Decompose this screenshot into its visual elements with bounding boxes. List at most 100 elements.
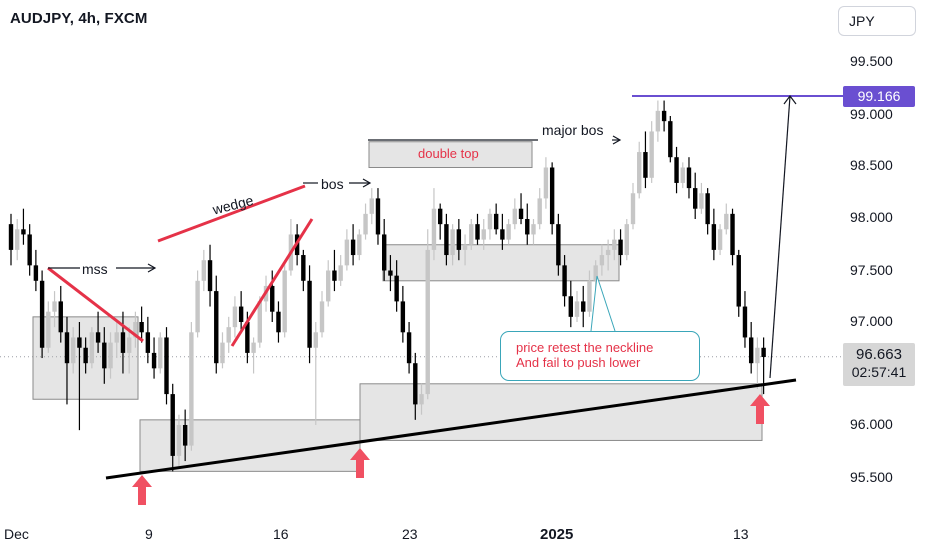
candle-body xyxy=(39,280,45,348)
candle-body xyxy=(630,193,636,225)
candle-body xyxy=(568,296,573,317)
candle xyxy=(450,224,455,266)
candle-body xyxy=(649,131,654,178)
candle xyxy=(102,327,107,384)
candle xyxy=(693,172,698,219)
major-bos-label[interactable]: major bos xyxy=(542,122,604,138)
candle xyxy=(643,131,648,189)
candle xyxy=(612,229,617,261)
candle xyxy=(717,224,723,256)
candle-body xyxy=(120,332,126,353)
candle xyxy=(649,121,654,183)
candle xyxy=(338,255,343,286)
candle xyxy=(276,301,281,343)
demand-zone-1 xyxy=(139,419,361,472)
candle-body xyxy=(313,332,318,348)
callout-box[interactable]: price retest the neckline And fail to pu… xyxy=(500,331,700,381)
candle-body xyxy=(587,280,592,312)
candle-body xyxy=(350,239,356,256)
candle-body xyxy=(475,224,480,240)
neckline-zone xyxy=(382,244,620,282)
candle xyxy=(313,322,318,425)
candle-body xyxy=(195,280,200,333)
candle xyxy=(133,311,138,348)
candle-body xyxy=(114,332,119,343)
candle-body xyxy=(450,229,455,256)
ascending-trendline xyxy=(105,378,797,480)
candle xyxy=(456,219,462,261)
callout-pointer xyxy=(590,275,616,332)
candle xyxy=(257,296,262,348)
bos-label[interactable]: bos xyxy=(321,176,344,192)
mss-line-head xyxy=(147,263,157,273)
candle-body xyxy=(170,394,175,456)
candle-body xyxy=(71,337,76,364)
candle xyxy=(624,219,629,261)
candle xyxy=(83,337,88,374)
candle-body xyxy=(724,213,729,230)
price-tick: 99.500 xyxy=(850,53,893,69)
candle xyxy=(574,291,580,322)
candle-body xyxy=(232,306,238,328)
candle xyxy=(114,322,119,359)
candle xyxy=(618,229,623,266)
candle-body xyxy=(574,301,580,317)
candle-body xyxy=(145,332,151,353)
candle xyxy=(350,224,356,266)
bos-line-head xyxy=(362,178,372,188)
candle xyxy=(189,322,194,451)
candle xyxy=(655,100,661,142)
candle-body xyxy=(680,167,685,183)
symbol-title[interactable]: AUDJPY, 4h, FXCM xyxy=(10,10,148,27)
candle-body xyxy=(549,167,555,225)
candle-body xyxy=(58,301,63,333)
candle xyxy=(232,296,238,338)
candle xyxy=(120,311,126,374)
currency-selector[interactable]: JPY xyxy=(838,6,916,36)
candle xyxy=(705,188,710,235)
candle-body xyxy=(618,239,623,256)
candle xyxy=(15,219,20,261)
candle xyxy=(630,182,636,230)
candle-body xyxy=(21,229,26,235)
candle-body xyxy=(699,193,704,209)
current-price-badge[interactable]: 96.663 02:57:41 xyxy=(843,343,915,386)
target-price-badge[interactable]: 99.166 xyxy=(843,86,915,107)
candle-body xyxy=(238,306,244,322)
current-price: 96.663 xyxy=(856,346,902,363)
candle xyxy=(270,270,275,322)
mss-label[interactable]: mss xyxy=(82,261,108,277)
candle-body xyxy=(637,152,642,194)
candle-body xyxy=(164,337,169,395)
double-top-label[interactable]: double top xyxy=(418,146,479,161)
candle-body xyxy=(730,213,735,256)
candle xyxy=(599,244,605,276)
double-top-zone xyxy=(368,141,533,168)
candle-body xyxy=(655,110,661,132)
candle xyxy=(637,141,642,199)
candle xyxy=(8,213,14,266)
candle-body xyxy=(382,234,387,271)
candle xyxy=(711,208,717,261)
candle xyxy=(151,337,157,379)
time-tick: 23 xyxy=(402,526,418,542)
candle-body xyxy=(487,213,493,230)
time-tick: 13 xyxy=(733,526,749,542)
candle xyxy=(238,291,244,333)
candle xyxy=(363,203,368,240)
candle-body xyxy=(481,229,486,240)
candle xyxy=(525,203,530,245)
candle-body xyxy=(276,311,281,333)
candle-body xyxy=(525,219,530,235)
candle-body xyxy=(77,337,82,348)
candle-body xyxy=(375,198,381,235)
candle xyxy=(674,146,679,194)
candle-body xyxy=(668,121,673,158)
wedge-lower-line xyxy=(230,218,314,347)
candle xyxy=(475,213,480,245)
candle-body xyxy=(493,213,499,230)
candle xyxy=(21,208,26,245)
candle xyxy=(170,383,175,472)
candle-body xyxy=(761,347,766,358)
